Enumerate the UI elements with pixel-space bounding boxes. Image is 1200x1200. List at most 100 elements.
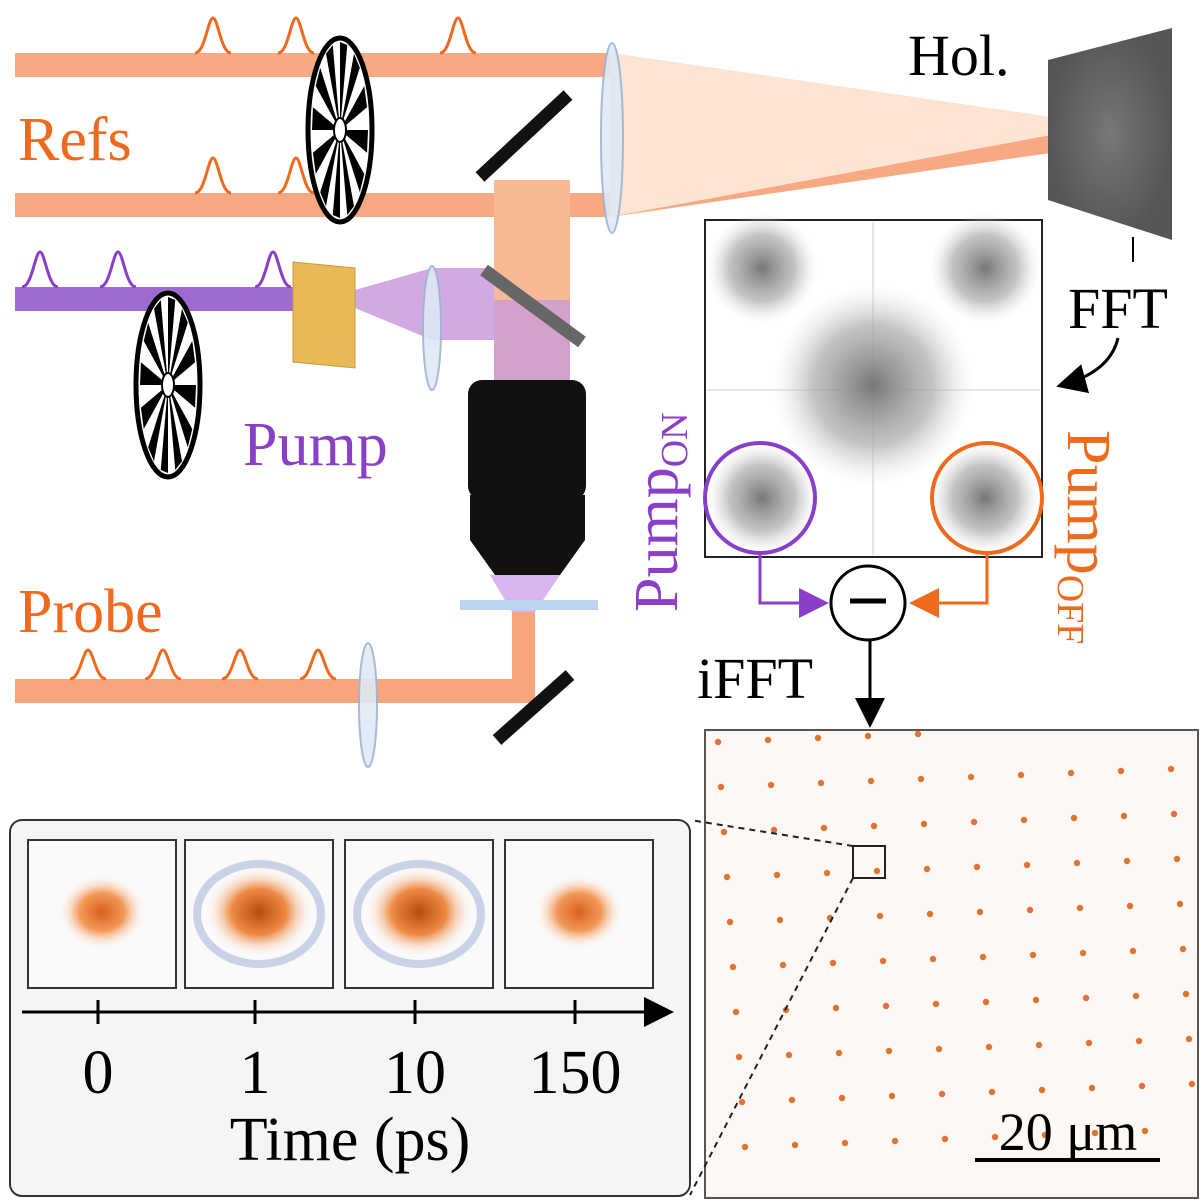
spot [1086,1040,1092,1046]
spot [774,872,780,878]
spot [868,778,874,784]
scale-bar-label: 20 μm [999,1102,1137,1162]
pump-off-text: Pump [1054,430,1122,575]
spot [1168,766,1174,772]
spot [1118,768,1124,774]
hologram-label: Hol. [908,23,1010,88]
spot [877,913,883,919]
spot [1171,811,1177,817]
fft-arrow [1062,338,1118,385]
spot [924,866,930,872]
spot [1074,860,1080,866]
spot [1127,903,1133,909]
spot [1177,901,1183,907]
spot [715,739,721,745]
spot [971,819,977,825]
spot [939,1091,945,1097]
spot [792,1142,798,1148]
time-tick-label: 150 [529,1039,622,1107]
spot [727,919,733,925]
spot [930,956,936,962]
spot [992,1134,998,1140]
spot [721,829,727,835]
spot [839,1095,845,1101]
frame-spot [204,866,314,958]
spot [1121,813,1127,819]
fourier-plane [705,213,1042,557]
time-tick-label: 0 [83,1039,114,1107]
spot [1021,817,1027,823]
spot [1018,772,1024,778]
setup-diagram: Time (ps) 0110150 Hol. Refs FFT Pump Pro… [0,0,1200,1200]
time-tick-label: 1 [240,1039,271,1107]
spot [724,874,730,880]
pump-off-label: PumpOFF [1049,430,1122,644]
time-inset: Time (ps) 0110150 [10,820,690,1196]
chopper [136,293,200,477]
spot [892,1138,898,1144]
fft-label: FFT [1068,276,1168,341]
spot [1080,950,1086,956]
spot [739,1099,745,1105]
pump-beam [15,262,494,368]
spot [1039,1087,1045,1093]
spot [730,964,736,970]
spot [1068,770,1074,776]
spot [836,1050,842,1056]
spot [1174,856,1180,862]
spot [980,954,986,960]
spot [880,958,886,964]
spot [983,999,989,1005]
spot [915,731,921,737]
spot [1183,991,1189,997]
spot [768,782,774,788]
frame-spot [364,866,474,958]
spot [842,1140,848,1146]
pump-on-arrow [760,553,823,603]
spot [1027,907,1033,913]
spot [889,1093,895,1099]
spot [777,917,783,923]
spot [1124,858,1130,864]
frame-spot [57,874,147,950]
spot [968,774,974,780]
spot [1186,1036,1192,1042]
spot [718,784,724,790]
spot [883,1003,889,1009]
spot [974,864,980,870]
ifft-label: iFFT [697,646,813,711]
spot [865,733,871,739]
spot [871,823,877,829]
spot [818,780,824,786]
pump-on-text: Pump [623,467,691,612]
spot [1030,952,1036,958]
spot [977,909,983,915]
spot [1130,948,1136,954]
refs-label: Refs [18,106,132,174]
spot [1189,1081,1195,1087]
spot [815,735,821,741]
sample-slide [460,600,598,610]
spot [1024,862,1030,868]
spot [986,1044,992,1050]
spot [1089,1085,1095,1091]
spot [1077,905,1083,911]
spot [789,1097,795,1103]
spot [821,825,827,831]
spot [1036,1042,1042,1048]
pump-on-label: PumpON [623,412,696,612]
spot [1139,1083,1145,1089]
probe-label: Probe [18,578,163,646]
spot [1033,997,1039,1003]
pump-label: Pump [243,411,388,479]
spot [780,962,786,968]
spot [942,1136,948,1142]
spot [936,1046,942,1052]
hologram [1048,28,1172,240]
spot [830,960,836,966]
pump-off-sub: OFF [1049,575,1091,645]
spot [874,868,880,874]
spot [918,776,924,782]
spot [921,821,927,827]
spot [736,1054,742,1060]
